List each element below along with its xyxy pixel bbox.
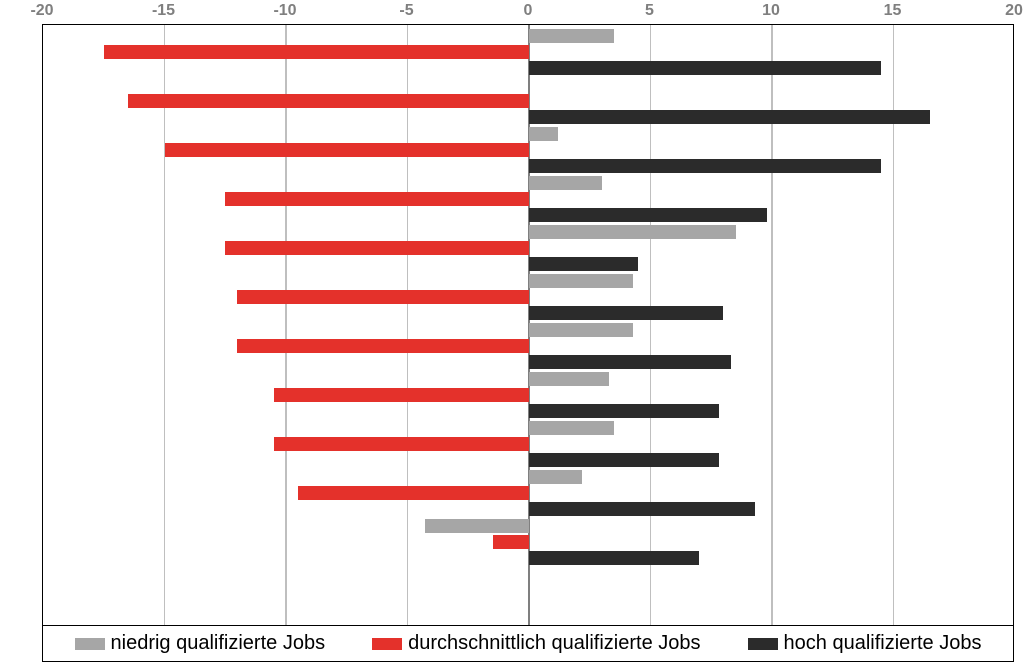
plot-area — [42, 24, 1014, 626]
legend-swatch — [75, 638, 105, 650]
bar-high — [529, 61, 881, 75]
bar-mid — [165, 143, 530, 157]
bar-mid — [274, 388, 529, 402]
bar-low — [529, 421, 614, 435]
axis-tick-label: -15 — [152, 2, 175, 20]
axis-tick-label: 15 — [884, 2, 902, 20]
axis-tick-label: -5 — [399, 2, 413, 20]
gridline — [407, 25, 409, 625]
legend-item: hoch qualifizierte Jobs — [748, 632, 982, 655]
bar-high — [529, 159, 881, 173]
gridline — [164, 25, 166, 625]
bar-high — [529, 306, 723, 320]
bar-mid — [237, 339, 529, 353]
axis-tick-label: 0 — [524, 2, 533, 20]
bar-mid — [104, 45, 529, 59]
bar-low — [425, 519, 529, 533]
bar-low — [529, 470, 582, 484]
bar-high — [529, 551, 699, 565]
bar-mid — [225, 241, 529, 255]
bar-low — [529, 372, 609, 386]
legend-swatch — [748, 638, 778, 650]
axis-tick-label: -10 — [273, 2, 296, 20]
bar-high — [529, 453, 719, 467]
legend-swatch — [372, 638, 402, 650]
legend-label: hoch qualifizierte Jobs — [784, 632, 982, 655]
axis-tick-label: 5 — [645, 2, 654, 20]
axis-tick-label: -20 — [30, 2, 53, 20]
bar-low — [529, 127, 558, 141]
bar-high — [529, 257, 638, 271]
legend: niedrig qualifizierte Jobs durchschnittli… — [42, 626, 1014, 662]
gridline — [285, 25, 287, 625]
legend-label: durchschnittlich qualifizierte Jobs — [408, 632, 700, 655]
bar-low — [529, 176, 602, 190]
legend-label: niedrig qualifizierte Jobs — [111, 632, 326, 655]
bar-high — [529, 110, 930, 124]
axis-tick-label: 10 — [762, 2, 780, 20]
bar-high — [529, 404, 719, 418]
axis-tick-label: 20 — [1005, 2, 1023, 20]
bar-high — [529, 355, 731, 369]
bar-low — [529, 29, 614, 43]
bar-mid — [298, 486, 529, 500]
bar-mid — [493, 535, 529, 549]
bar-low — [529, 225, 736, 239]
legend-item: durchschnittlich qualifizierte Jobs — [372, 632, 700, 655]
bar-mid — [237, 290, 529, 304]
bar-high — [529, 502, 755, 516]
bar-mid — [225, 192, 529, 206]
bar-high — [529, 208, 767, 222]
bar-low — [529, 274, 633, 288]
bar-mid — [274, 437, 529, 451]
bar-low — [529, 323, 633, 337]
legend-item: niedrig qualifizierte Jobs — [75, 632, 326, 655]
bar-mid — [128, 94, 529, 108]
